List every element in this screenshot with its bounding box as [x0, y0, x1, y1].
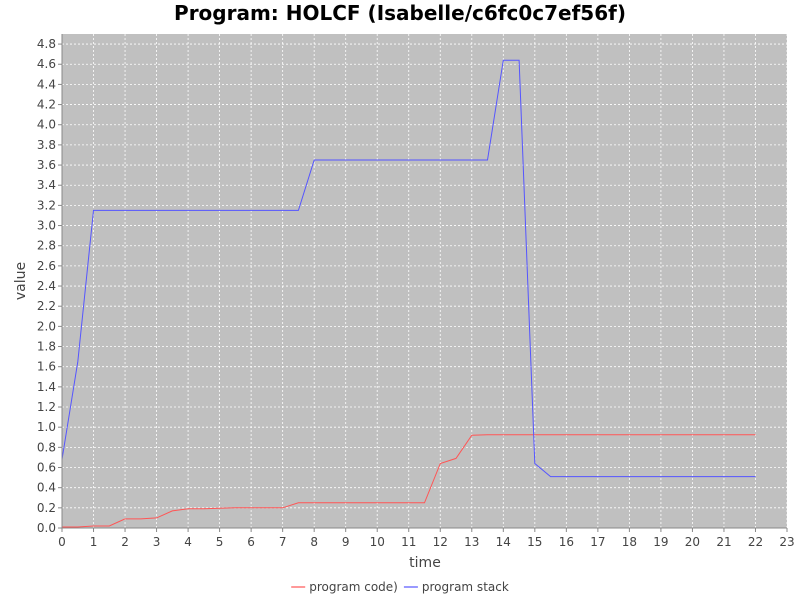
y-tick-label: 4.6 [37, 57, 56, 71]
x-tick-label: 3 [153, 535, 161, 549]
y-tick-label: 0.4 [37, 481, 56, 495]
x-tick-label: 19 [653, 535, 668, 549]
x-axis-label: time [409, 555, 441, 571]
y-tick-label: 1.2 [37, 400, 56, 414]
legend: program code) program stack [291, 580, 509, 594]
y-tick-label: 2.8 [37, 239, 56, 253]
y-tick-label: 1.8 [37, 340, 56, 354]
plot-area [58, 34, 788, 532]
x-tick-label: 13 [464, 535, 479, 549]
legend-item: program code) [291, 580, 398, 594]
x-tick-label: 18 [622, 535, 637, 549]
axes [58, 34, 788, 532]
gridlines [61, 34, 788, 529]
x-tick-label: 23 [779, 535, 794, 549]
y-tick-label: 3.4 [37, 178, 56, 192]
legend-label: program stack [422, 580, 509, 594]
y-tick-label: 1.4 [37, 380, 56, 394]
x-tick-label: 12 [433, 535, 448, 549]
x-tick-label: 2 [121, 535, 129, 549]
y-tick-label: 4.2 [37, 98, 56, 112]
x-axis-ticks: 0 1 2 3 4 5 6 7 8 9 10 11 12 13 14 15 16 17 18 19 20 21 22 23 [58, 535, 794, 549]
x-tick-label: 21 [716, 535, 731, 549]
y-tick-label: 1.6 [37, 360, 56, 374]
y-tick-label: 0.6 [37, 461, 56, 475]
y-tick-label: 0.0 [37, 521, 56, 535]
series-line-program-stack [61, 59, 756, 478]
y-tick-label: 2.6 [37, 259, 56, 273]
series-layer [61, 59, 756, 528]
y-tick-label: 1.0 [37, 420, 56, 434]
legend-item: program stack [403, 580, 509, 594]
x-tick-label: 0 [58, 535, 66, 549]
y-axis-ticks: 0.0 0.2 0.4 0.6 0.8 1.0 1.2 1.4 1.6 1.8 2.0 2.2 2.4 2… [37, 37, 56, 535]
x-tick-label: 22 [748, 535, 763, 549]
x-tick-label: 5 [216, 535, 224, 549]
y-tick-label: 2.4 [37, 279, 56, 293]
plot-background [62, 34, 787, 528]
x-tick-label: 1 [90, 535, 98, 549]
chart-title: Program: HOLCF (Isabelle/c6fc0c7ef56f) [174, 1, 626, 25]
y-tick-label: 4.0 [37, 118, 56, 132]
x-tick-label: 10 [370, 535, 385, 549]
y-axis-label: value [13, 262, 29, 300]
series-line-program-code [62, 434, 756, 528]
x-tick-label: 14 [496, 535, 511, 549]
y-tick-label: 3.6 [37, 158, 56, 172]
y-tick-label: 4.8 [37, 37, 56, 51]
x-tick-label: 11 [401, 535, 416, 549]
y-tick-label: 2.2 [37, 299, 56, 313]
y-tick-label: 0.8 [37, 440, 56, 454]
x-tick-label: 8 [310, 535, 318, 549]
x-tick-label: 15 [527, 535, 542, 549]
y-tick-label: 0.2 [37, 501, 56, 515]
x-tick-label: 20 [685, 535, 700, 549]
y-tick-label: 4.4 [37, 77, 56, 91]
x-tick-label: 4 [184, 535, 192, 549]
y-tick-label: 3.8 [37, 138, 56, 152]
y-tick-label: 3.0 [37, 219, 56, 233]
x-tick-label: 17 [590, 535, 605, 549]
x-tick-label: 16 [559, 535, 574, 549]
legend-label: program code) [309, 580, 398, 594]
y-tick-label: 3.2 [37, 198, 56, 212]
y-tick-label: 2.0 [37, 319, 56, 333]
x-tick-label: 6 [247, 535, 255, 549]
x-tick-label: 7 [279, 535, 287, 549]
x-tick-label: 9 [342, 535, 350, 549]
